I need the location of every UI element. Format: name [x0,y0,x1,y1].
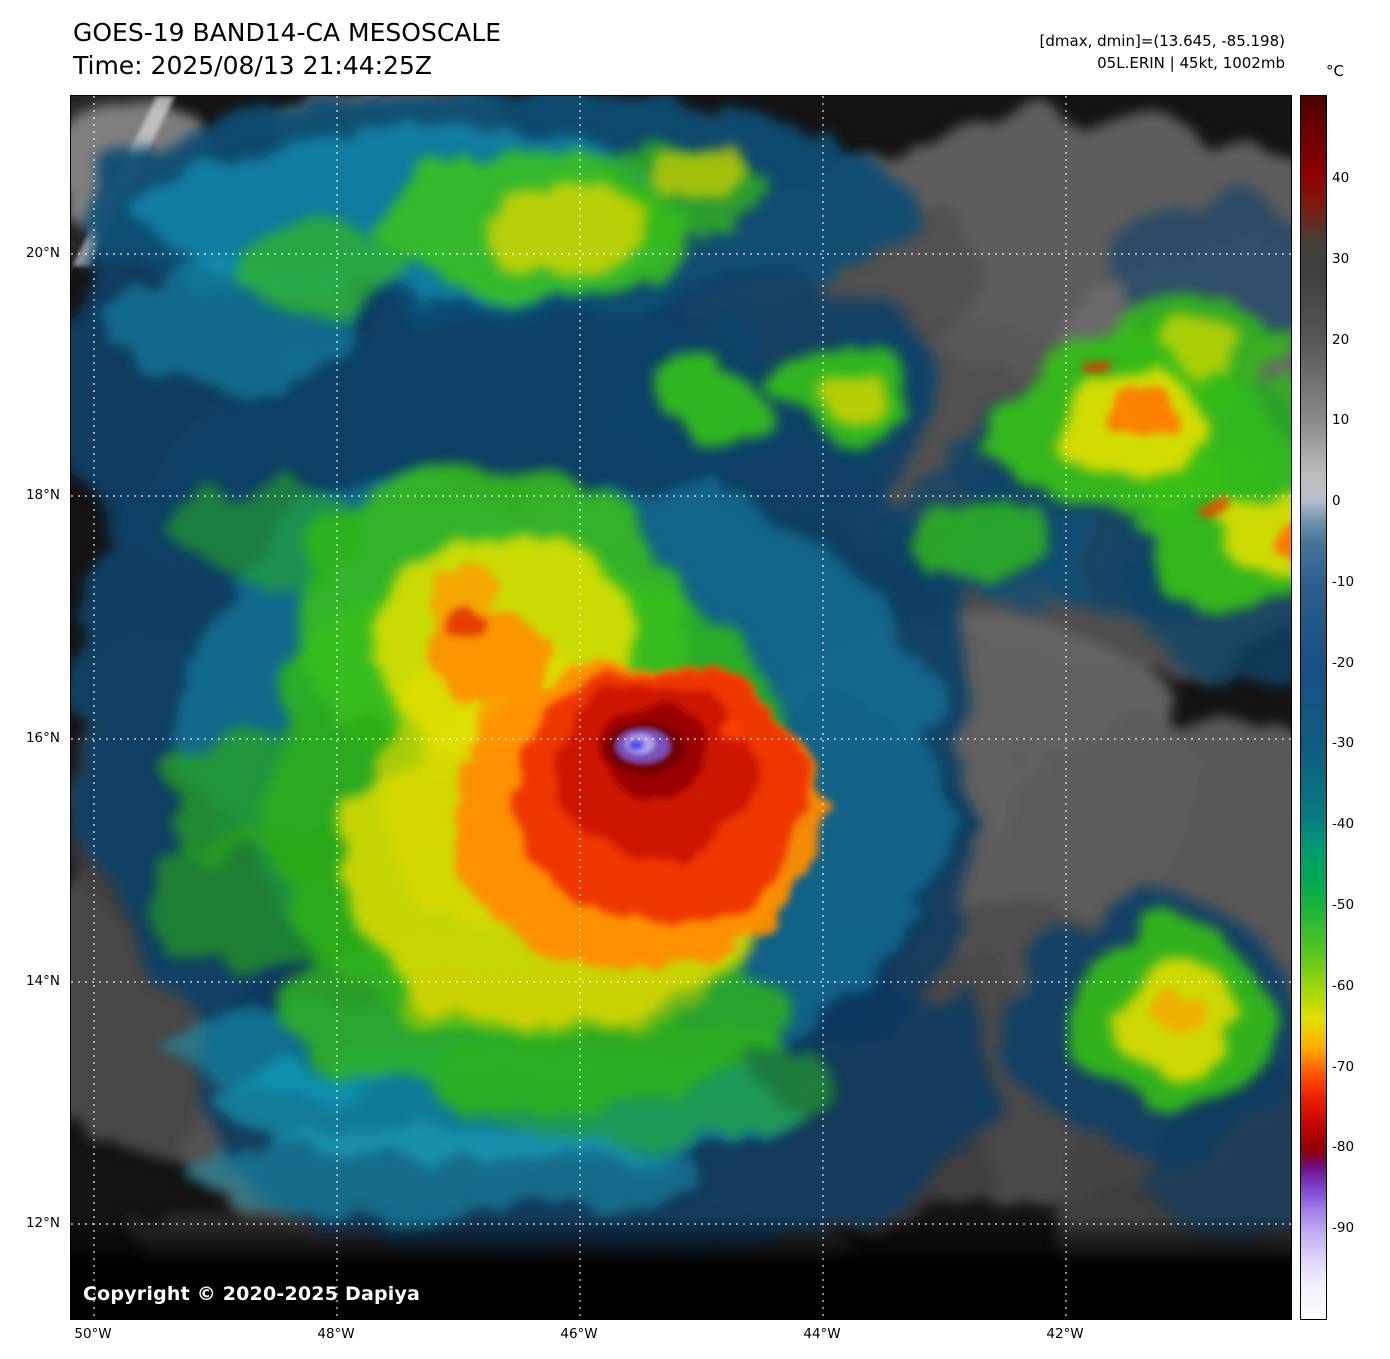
lat-label: 20°N [25,245,60,261]
lat-label: 18°N [25,487,60,503]
lat-label: 14°N [25,973,60,989]
colorbar-tick-label: 0 [1332,493,1341,509]
lon-label: 50°W [74,1326,112,1342]
colorbar-tick-label: 20 [1332,332,1350,348]
storm-annotation: 05L.ERIN | 45kt, 1002mb [1097,54,1285,72]
longitude-axis: 50°W 48°W 46°W 44°W 42°W [70,1326,1290,1350]
coldest-top-layer [605,722,685,774]
colorbar [1300,95,1327,1320]
colorbar-tick-label: -10 [1332,574,1355,590]
range-annotation: [dmax, dmin]=(13.645, -85.198) [1039,32,1285,50]
page-title: GOES-19 BAND14-CA MESOSCALE [73,18,502,47]
satellite-image [71,96,1291,1319]
colorbar-tick-label: -30 [1332,735,1355,751]
annotations: [dmax, dmin]=(13.645, -85.198) 05L.ERIN … [1040,30,1285,74]
colorbar-tick-label: -90 [1332,1220,1355,1236]
gridlines [71,96,1291,1319]
colorbar-tick-label: -40 [1332,816,1355,832]
lon-label: 44°W [803,1326,841,1342]
lon-label: 48°W [317,1326,355,1342]
copyright-text: Copyright © 2020-2025 Dapiya [83,1283,421,1305]
bottom-black-strip [71,1264,1291,1319]
colorbar-tick-label: -50 [1332,897,1355,913]
colorbar-tick-label: 30 [1332,251,1350,267]
latitude-axis: 20°N 18°N 16°N 14°N 12°N [0,95,64,1318]
lat-label: 16°N [25,730,60,746]
colorbar-ticks: 40 30 20 10 0 -10 -20 -30 -40 -50 -60 -7… [1332,95,1388,1318]
colorbar-tick-label: -70 [1332,1059,1355,1075]
lat-label: 12°N [25,1215,60,1231]
lon-label: 46°W [560,1326,598,1342]
header: GOES-19 BAND14-CA MESOSCALE Time: 2025/0… [73,16,501,82]
colorbar-tick-label: 40 [1332,170,1350,186]
colorbar-tick-label: -20 [1332,655,1355,671]
colorbar-tick-label: 10 [1332,412,1350,428]
timestamp: Time: 2025/08/13 21:44:25Z [73,51,432,80]
colorbar-unit-label: °C [1326,62,1344,80]
satellite-map: Copyright © 2020-2025 Dapiya [70,95,1292,1320]
lon-label: 42°W [1046,1326,1084,1342]
colorbar-tick-label: -60 [1332,978,1355,994]
colorbar-tick-label: -80 [1332,1139,1355,1155]
